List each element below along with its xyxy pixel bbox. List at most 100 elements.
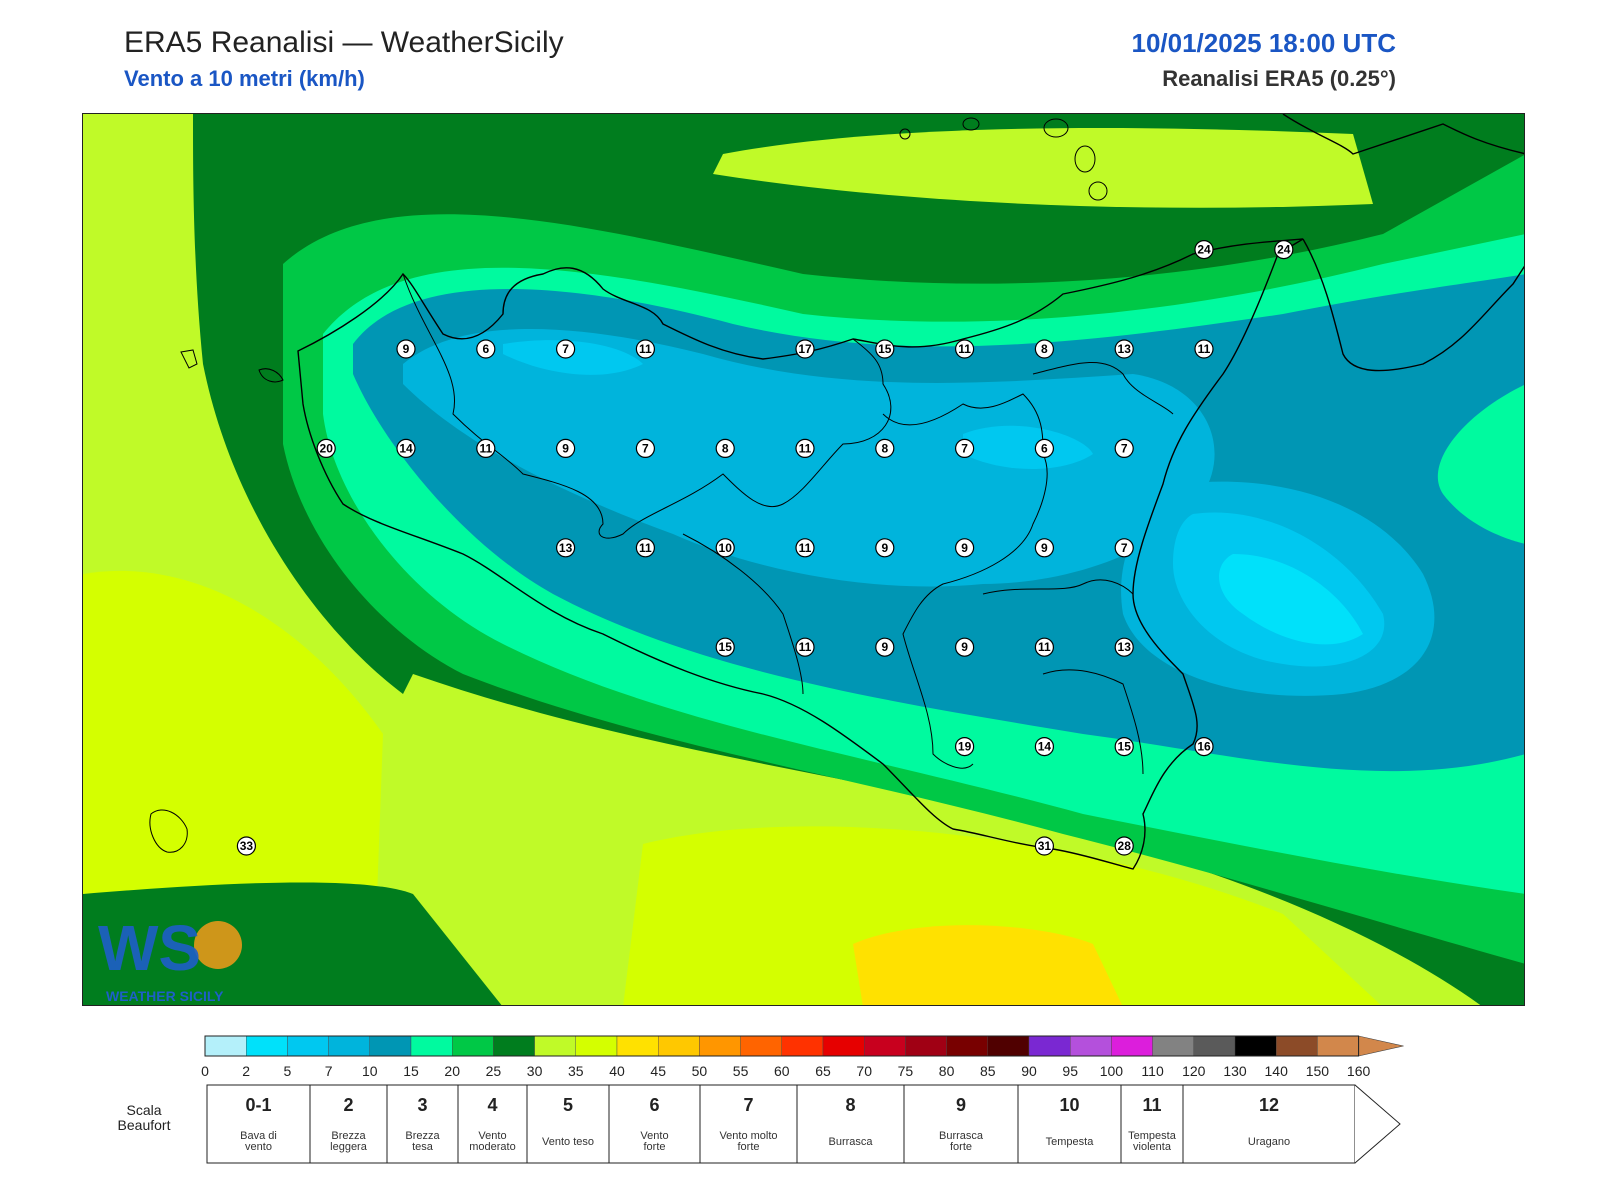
station-marker: 13 (1114, 637, 1134, 657)
station-circle (1034, 438, 1055, 458)
station-circle (316, 438, 336, 458)
wind-map[interactable]: 9 6 7 11 17 15 11 8 13 11 24 24 20 14 11 9 7 8 11 8 7 6 7 13 11 1… (82, 113, 1525, 1006)
calabria-coastline (1282, 114, 1524, 372)
station-circle (635, 538, 656, 558)
station-marker: 11 (954, 339, 975, 359)
station-circle (795, 538, 815, 558)
station-value: 9 (1041, 541, 1048, 555)
colorbar-swatch (864, 1035, 906, 1057)
band-2-5-east (1219, 554, 1363, 645)
station-marker: 7 (556, 339, 576, 359)
station-circle (1034, 736, 1055, 757)
station-circle (1194, 339, 1214, 359)
colorbar-tick-label: 40 (609, 1063, 625, 1079)
beaufort-description: Vento (640, 1130, 668, 1142)
beaufort-cell (1182, 1084, 1356, 1164)
beaufort-level: 5 Vento teso (526, 1084, 610, 1164)
station-marker: 24 (1194, 240, 1214, 260)
beaufort-cell (1120, 1084, 1184, 1164)
beaufort-label-line2: Beaufort (118, 1117, 171, 1133)
band-5-7-west (503, 340, 643, 375)
colorbar-swatch (740, 1035, 782, 1057)
colorbar-tick-label: 25 (486, 1063, 502, 1079)
colorbar-tick-label: 10 (362, 1063, 378, 1079)
island-vulcano (1088, 181, 1108, 201)
station-marker: 8 (715, 438, 735, 458)
beaufort-number: 11 (1142, 1095, 1161, 1115)
station-marker: 33 (236, 836, 256, 856)
beaufort-description: Uragano (1248, 1136, 1290, 1148)
beaufort-description: Vento (478, 1130, 506, 1142)
province-border-center (882, 393, 1048, 769)
colorbar-swatch (1234, 1035, 1277, 1057)
station-circle (1114, 438, 1134, 458)
colorbar-tick-label: 65 (815, 1063, 831, 1079)
station-marker: 11 (795, 438, 815, 458)
station-marker: 9 (954, 637, 975, 657)
colorbar-swatch (328, 1035, 371, 1057)
station-value: 11 (639, 541, 652, 555)
station-value: 13 (1118, 640, 1132, 654)
band-7-10 (403, 329, 1215, 587)
colorbar-swatch (1193, 1035, 1236, 1057)
station-value: 13 (559, 541, 573, 555)
colorbar-swatch (287, 1035, 329, 1057)
station-marker: 15 (715, 637, 735, 657)
station-value: 9 (881, 640, 888, 654)
station-value: 8 (1041, 342, 1048, 356)
beaufort-description: Brezza (405, 1130, 440, 1142)
beaufort-cell (608, 1084, 701, 1164)
station-circle (396, 339, 416, 359)
colorbar-arrow (1358, 1035, 1404, 1057)
station-circle (715, 438, 735, 458)
station-circle (875, 538, 895, 558)
beaufort-description: moderato (469, 1141, 515, 1153)
colorbar-swatch (1111, 1035, 1153, 1057)
colorbar-swatch (946, 1035, 988, 1057)
colorbar-tick-label: 100 (1100, 1063, 1124, 1079)
beaufort-cell (386, 1084, 459, 1164)
colorbar-tick-label: 110 (1141, 1063, 1164, 1079)
station-circle (1034, 637, 1055, 657)
station-value: 9 (961, 640, 968, 654)
station-circle (635, 339, 656, 359)
station-value: 13 (1118, 342, 1132, 356)
colorbar-swatch (987, 1035, 1030, 1057)
beaufort-cell (903, 1084, 1019, 1164)
station-circle (1274, 240, 1294, 260)
station-circle (715, 538, 735, 558)
beaufort-label-line1: Scala (126, 1102, 161, 1118)
colorbar-tick-label: 120 (1182, 1063, 1206, 1079)
station-value: 6 (482, 342, 489, 356)
station-marker: 14 (396, 438, 416, 458)
station-marker: 8 (875, 438, 895, 458)
colorbar-swatch (204, 1035, 247, 1057)
station-marker: 11 (795, 538, 815, 558)
island-lipari (1074, 145, 1096, 173)
beaufort-description: tesa (412, 1141, 434, 1153)
station-value: 11 (799, 640, 812, 654)
station-circle (635, 438, 656, 458)
colorbar-swatch (575, 1035, 618, 1057)
station-circle (556, 438, 576, 458)
beaufort-description: forte (950, 1141, 972, 1153)
colorbar-tick-label: 20 (444, 1063, 460, 1079)
beaufort-number: 2 (343, 1095, 353, 1115)
station-circle (1034, 339, 1055, 359)
station-value: 7 (961, 441, 968, 455)
colorbar-swatch (1317, 1035, 1359, 1057)
colorbar-swatch (822, 1035, 865, 1057)
station-value: 28 (1118, 839, 1132, 853)
station-marker: 31 (1034, 836, 1055, 856)
station-marker: 9 (556, 438, 576, 458)
station-marker: 28 (1114, 836, 1134, 856)
station-circle (1194, 736, 1214, 757)
station-marker: 20 (316, 438, 336, 458)
station-marker: 11 (1194, 339, 1214, 359)
colorbar-swatch (369, 1035, 412, 1057)
